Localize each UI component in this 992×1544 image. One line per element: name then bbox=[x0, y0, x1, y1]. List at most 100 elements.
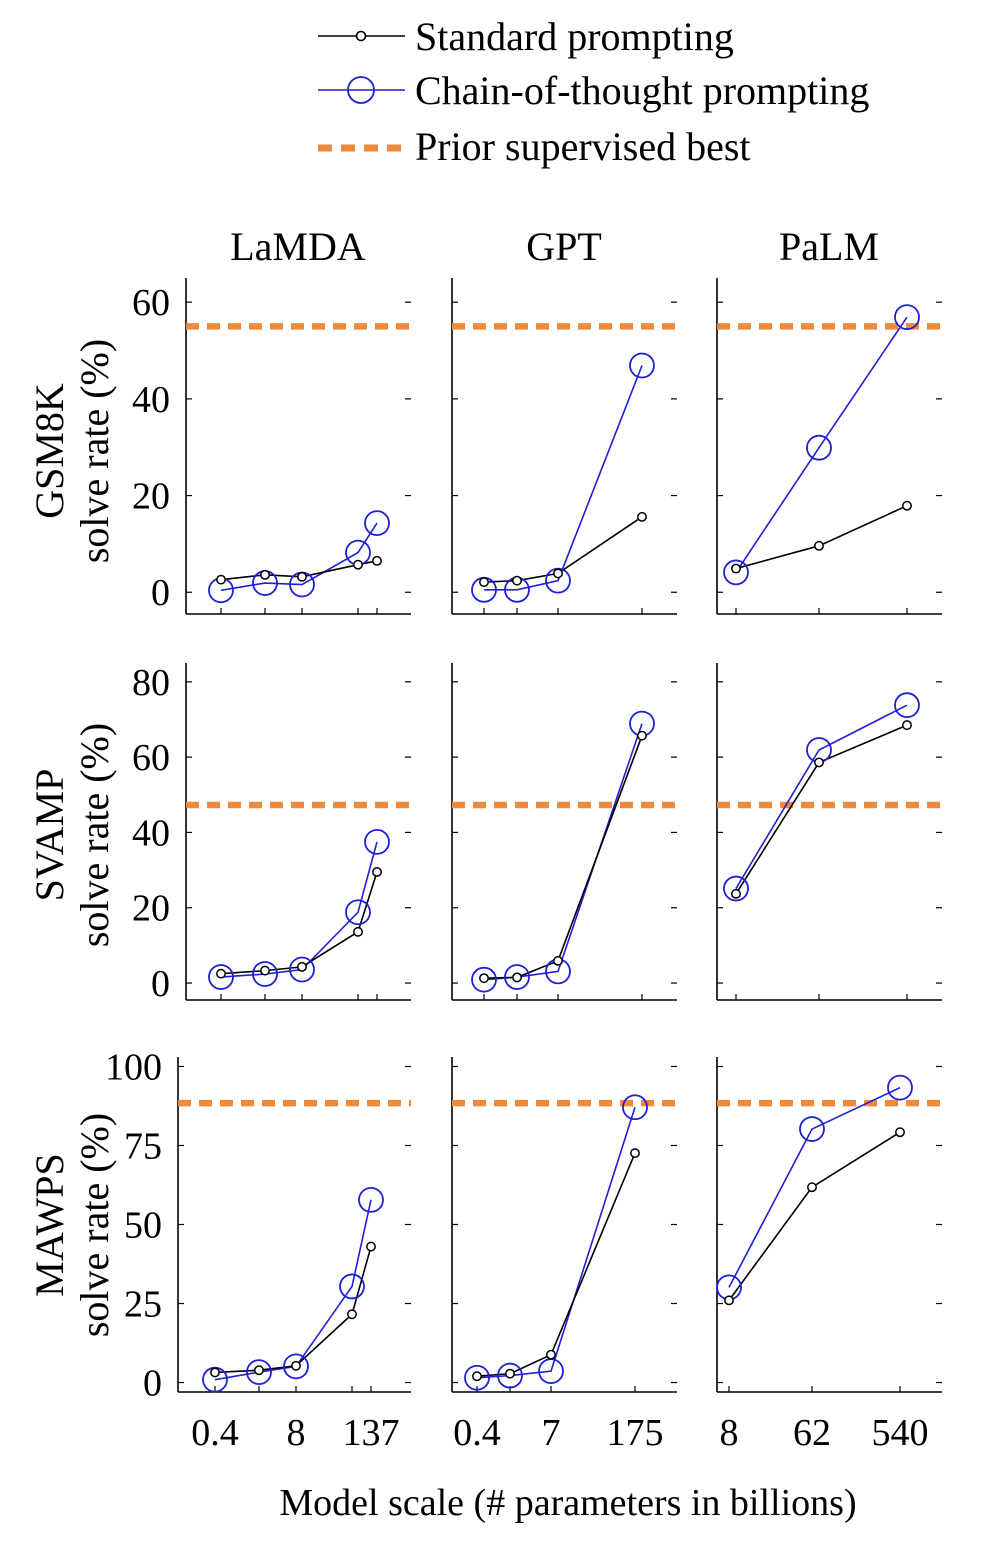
legend-cot-label: Chain-of-thought prompting bbox=[415, 68, 869, 113]
cot-point-mawps-lamda bbox=[283, 1353, 309, 1380]
y-tick-label-svamp-lamda: 0 bbox=[151, 963, 170, 1005]
standard-point-mawps-gpt bbox=[630, 1148, 640, 1159]
panel-mawps-lamda: 0 25 50 75 100 0.4 8 137 bbox=[105, 1046, 411, 1454]
standard-point-svamp-gpt bbox=[479, 973, 489, 984]
standard-point-svamp-palm bbox=[731, 888, 741, 899]
standard-point-mawps-lamda bbox=[291, 1360, 301, 1371]
cot-point-gsm8k-lamda bbox=[364, 510, 390, 537]
y-tick-label-gsm8k-lamda: 20 bbox=[132, 476, 170, 518]
cot-point-svamp-gpt bbox=[471, 966, 497, 993]
cot-point-mawps-lamda bbox=[246, 1359, 272, 1385]
standard-point-gsm8k-lamda bbox=[216, 574, 226, 585]
standard-line-mawps-gpt bbox=[476, 1152, 636, 1377]
standard-line-mawps-palm bbox=[728, 1131, 901, 1301]
standard-point-svamp-lamda bbox=[260, 965, 270, 976]
row-ylabel-mawps: solve rate (%) bbox=[72, 1113, 117, 1337]
standard-point-gsm8k-gpt bbox=[553, 568, 563, 579]
cot-point-mawps-gpt bbox=[464, 1364, 490, 1391]
standard-point-mawps-palm bbox=[807, 1182, 817, 1193]
standard-line-mawps-lamda bbox=[214, 1246, 372, 1374]
x-tick-label-mawps-palm: 62 bbox=[793, 1412, 831, 1454]
y-tick-label-svamp-lamda: 60 bbox=[132, 737, 170, 779]
standard-point-gsm8k-palm bbox=[731, 563, 741, 574]
x-tick-label-mawps-palm: 8 bbox=[720, 1412, 739, 1454]
standard-point-mawps-palm bbox=[724, 1295, 734, 1306]
standard-point-svamp-gpt bbox=[553, 955, 563, 966]
column-title-lamda: LaMDA bbox=[230, 224, 366, 269]
cot-point-svamp-lamda bbox=[345, 899, 371, 926]
cot-point-gsm8k-palm bbox=[723, 559, 749, 586]
cot-point-svamp-palm bbox=[723, 875, 749, 902]
standard-point-mawps-lamda bbox=[254, 1365, 264, 1376]
row-title-mawps: MAWPS bbox=[27, 1153, 72, 1297]
standard-point-svamp-lamda bbox=[297, 961, 307, 972]
standard-point-svamp-palm bbox=[814, 757, 824, 768]
cot-point-svamp-lamda bbox=[208, 964, 234, 990]
standard-point-mawps-palm bbox=[895, 1127, 905, 1138]
standard-point-svamp-lamda bbox=[216, 968, 226, 979]
panel-svamp-palm bbox=[716, 663, 942, 1001]
cot-point-svamp-gpt bbox=[504, 964, 530, 990]
row-title-svamp: SVAMP bbox=[27, 769, 72, 902]
cot-point-mawps-palm bbox=[799, 1116, 825, 1142]
standard-point-gsm8k-lamda bbox=[372, 555, 382, 566]
standard-point-svamp-lamda bbox=[353, 926, 363, 937]
cot-line-gsm8k-palm bbox=[735, 316, 908, 573]
y-tick-label-mawps-lamda: 75 bbox=[124, 1125, 162, 1167]
y-tick-label-gsm8k-lamda: 0 bbox=[151, 572, 170, 614]
cot-point-mawps-gpt bbox=[497, 1362, 523, 1389]
panels: 0 20 40 60 0 20 40 60 80 0 25 50 75 100 0.4 8 137 0.4 7 175… bbox=[105, 278, 942, 1454]
cot-line-svamp-lamda bbox=[220, 841, 378, 978]
cot-point-svamp-lamda bbox=[252, 961, 278, 987]
column-title-gpt: GPT bbox=[526, 224, 602, 269]
cot-line-mawps-lamda bbox=[214, 1199, 372, 1381]
standard-point-mawps-gpt bbox=[505, 1368, 515, 1379]
x-tick-label-mawps-gpt: 175 bbox=[607, 1412, 664, 1454]
cot-line-mawps-gpt bbox=[476, 1107, 636, 1379]
standard-line-svamp-gpt bbox=[483, 735, 643, 979]
standard-line-gsm8k-gpt bbox=[483, 516, 643, 583]
x-tick-label-mawps-palm: 540 bbox=[872, 1412, 929, 1454]
legend-standard-label: Standard prompting bbox=[415, 14, 734, 59]
cot-point-svamp-palm bbox=[894, 692, 920, 719]
x-tick-label-mawps-gpt: 0.4 bbox=[453, 1412, 501, 1454]
cot-point-gsm8k-palm bbox=[806, 434, 832, 461]
panel-gsm8k-gpt bbox=[451, 278, 677, 615]
legend: Standard prompting Chain-of-thought prom… bbox=[318, 14, 869, 169]
standard-point-svamp-gpt bbox=[637, 730, 647, 741]
cot-point-svamp-lamda bbox=[289, 956, 315, 983]
row-ylabel-gsm8k: solve rate (%) bbox=[72, 339, 117, 563]
standard-point-gsm8k-palm bbox=[902, 500, 912, 511]
standard-point-mawps-gpt bbox=[546, 1349, 556, 1360]
standard-point-svamp-lamda bbox=[372, 867, 382, 877]
panel-mawps-palm: 8 62 540 bbox=[716, 1057, 942, 1454]
row-ylabel-svamp: solve rate (%) bbox=[72, 723, 117, 947]
x-tick-label-mawps-gpt: 7 bbox=[542, 1412, 561, 1454]
cot-point-mawps-lamda bbox=[339, 1273, 365, 1300]
y-tick-label-gsm8k-lamda: 40 bbox=[132, 379, 170, 421]
cot-point-mawps-palm bbox=[887, 1074, 913, 1101]
x-tick-label-mawps-lamda: 8 bbox=[287, 1412, 306, 1454]
standard-line-svamp-palm bbox=[735, 724, 908, 895]
standard-point-gsm8k-lamda bbox=[353, 559, 363, 570]
panel-gsm8k-lamda: 0 20 40 60 bbox=[132, 278, 411, 615]
cot-point-gsm8k-gpt bbox=[629, 352, 655, 379]
cot-line-gsm8k-gpt bbox=[484, 365, 643, 591]
standard-point-gsm8k-gpt bbox=[512, 575, 522, 586]
x-tick-label-mawps-lamda: 0.4 bbox=[191, 1412, 239, 1454]
column-title-palm: PaLM bbox=[779, 224, 879, 269]
standard-line-gsm8k-palm bbox=[735, 504, 908, 570]
y-tick-label-mawps-lamda: 100 bbox=[105, 1046, 162, 1088]
cot-point-svamp-lamda bbox=[364, 828, 390, 855]
standard-point-gsm8k-gpt bbox=[479, 577, 489, 588]
row-title-gsm8k: GSM8K bbox=[27, 383, 72, 519]
cot-line-svamp-gpt bbox=[483, 723, 643, 981]
standard-point-mawps-lamda bbox=[210, 1367, 220, 1378]
y-tick-label-svamp-lamda: 80 bbox=[132, 662, 170, 704]
cot-line-svamp-palm bbox=[735, 704, 908, 889]
standard-point-gsm8k-palm bbox=[814, 540, 824, 551]
standard-point-gsm8k-gpt bbox=[637, 511, 647, 522]
standard-point-mawps-gpt bbox=[472, 1371, 482, 1382]
standard-point-svamp-gpt bbox=[512, 972, 522, 983]
